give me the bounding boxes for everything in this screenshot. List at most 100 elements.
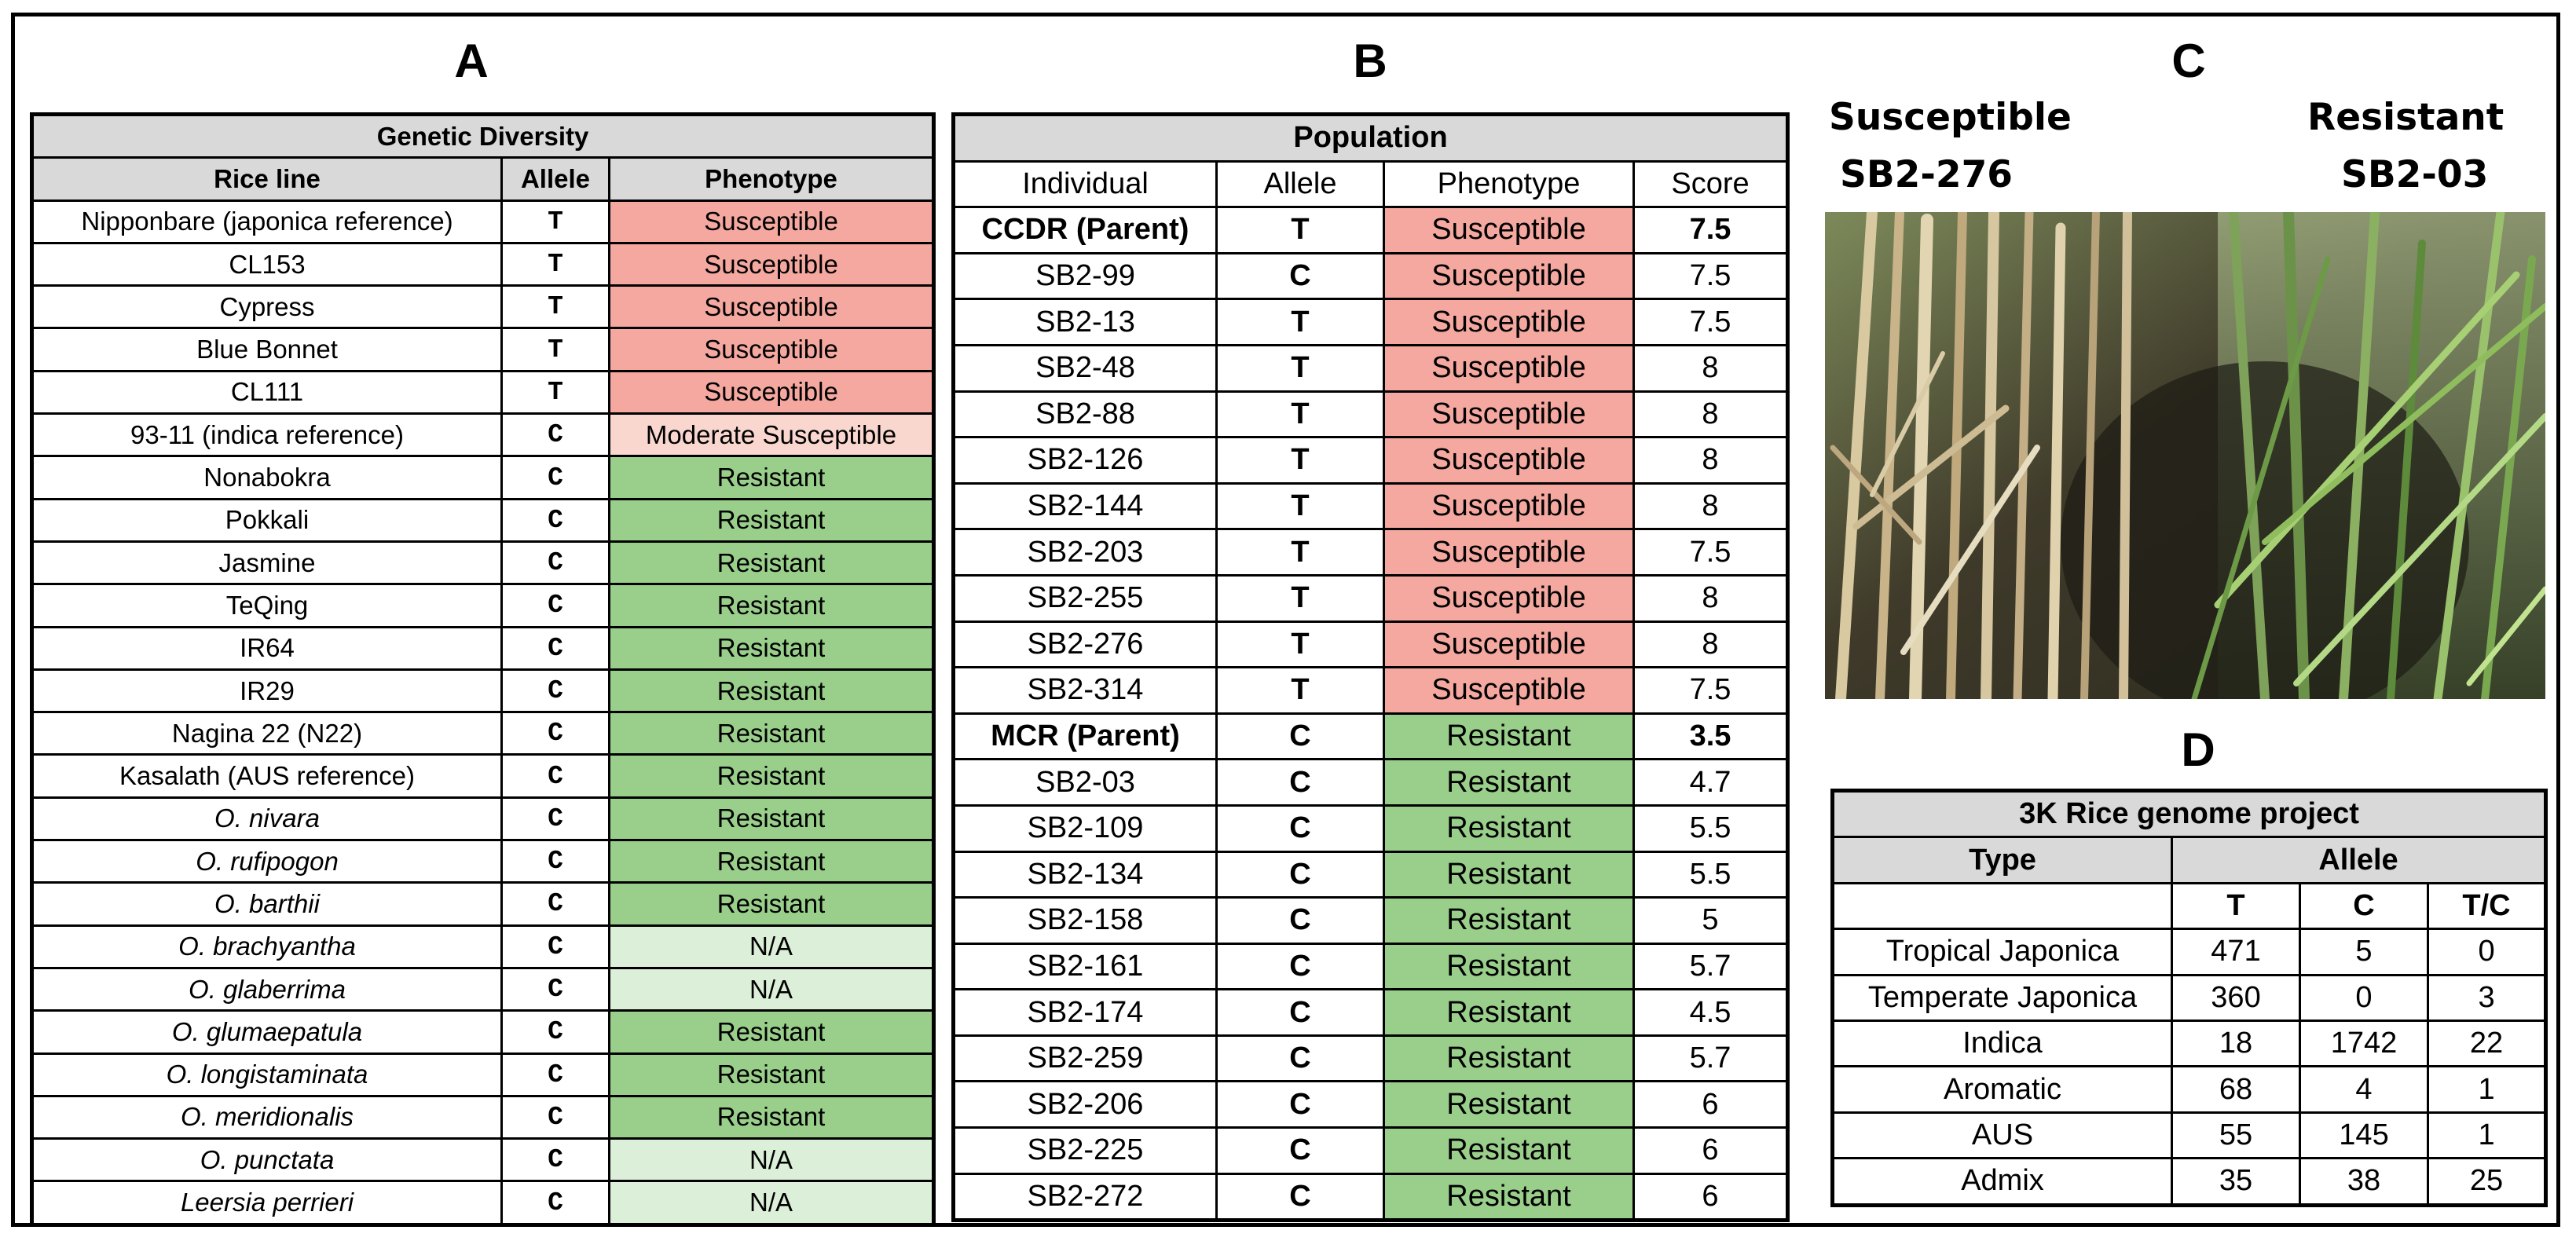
phenotype-cell: Resistant	[607, 455, 936, 500]
allele-cell: C	[500, 839, 610, 884]
rice-line-cell: O. glumaepatula	[31, 1009, 503, 1055]
phenotype-cell: Susceptible	[607, 327, 936, 372]
score-cell: 7.5	[1632, 666, 1789, 715]
rice-line-cell: O. meridionalis	[31, 1094, 503, 1140]
count-c-cell: 38	[2299, 1157, 2429, 1206]
rice-line-cell: O. punctata	[31, 1137, 503, 1183]
individual-cell: SB2-206	[952, 1080, 1218, 1129]
table-b-row: SB2-259 C Resistant 5.7	[952, 1034, 1789, 1083]
rice-line-cell: Pokkali	[31, 497, 503, 543]
table-a-row: IR29 C Resistant	[31, 668, 936, 714]
table-a-row: O. rufipogon C Resistant	[31, 839, 936, 884]
phenotype-cell: Resistant	[1383, 1126, 1635, 1175]
type-cell: Tropical Japonica	[1831, 928, 2173, 976]
table-a-row: Blue Bonnet T Susceptible	[31, 327, 936, 372]
phenotype-cell: Resistant	[1383, 1080, 1635, 1129]
count-tc-cell: 1	[2426, 1065, 2548, 1114]
table-b-row: SB2-314 T Susceptible 7.5	[952, 666, 1789, 715]
resistant-id: SB2-03	[2341, 153, 2489, 196]
individual-cell: SB2-314	[952, 666, 1218, 715]
table-a-row: O. meridionalis C Resistant	[31, 1094, 936, 1140]
table-d-row: Indica 18 1742 22	[1831, 1019, 2548, 1068]
table-a-row: O. longistaminata C Resistant	[31, 1052, 936, 1097]
rice-line-cell: O. brachyantha	[31, 924, 503, 969]
phenotype-cell: Resistant	[607, 1094, 936, 1140]
individual-cell: SB2-259	[952, 1034, 1218, 1083]
count-t-cell: 471	[2171, 928, 2301, 976]
score-cell: 5	[1632, 896, 1789, 945]
score-cell: 7.5	[1632, 206, 1789, 254]
phenotype-cell: Resistant	[607, 796, 936, 842]
count-t-cell: 55	[2171, 1111, 2301, 1160]
table-d-sub-header-tc: T/C	[2426, 881, 2548, 931]
score-cell: 6	[1632, 1126, 1789, 1175]
allele-cell: C	[500, 924, 610, 969]
table-b-row: SB2-276 T Susceptible 8	[952, 620, 1789, 669]
table-b-row: SB2-144 T Susceptible 8	[952, 481, 1789, 531]
genetic-diversity-table: Genetic Diversity Rice line Allele Pheno…	[30, 112, 936, 1227]
table-d-sub-header-c: C	[2299, 881, 2429, 931]
individual-cell: SB2-99	[952, 251, 1218, 301]
rice-line-cell: Leersia perrieri	[31, 1180, 503, 1226]
table-d-row: Admix 35 38 25	[1831, 1157, 2548, 1206]
susceptible-id: SB2-276	[1840, 153, 2013, 196]
rice-line-cell: Kasalath (AUS reference)	[31, 753, 503, 799]
allele-cell: C	[500, 1094, 610, 1140]
table-d-header-type: Type	[1831, 836, 2173, 884]
individual-cell: MCR (Parent)	[952, 712, 1218, 761]
rice-line-cell: 93-11 (indica reference)	[31, 412, 503, 458]
individual-cell: SB2-144	[952, 481, 1218, 531]
allele-cell: C	[500, 412, 610, 458]
rice-line-cell: O. rufipogon	[31, 839, 503, 884]
table-a-row: O. brachyantha C N/A	[31, 924, 936, 969]
phenotype-cell: Susceptible	[1383, 528, 1635, 577]
allele-cell: T	[1215, 436, 1385, 485]
phenotype-cell: Susceptible	[607, 284, 936, 330]
allele-cell: C	[1215, 251, 1385, 301]
allele-cell: T	[500, 241, 610, 287]
individual-cell: CCDR (Parent)	[952, 206, 1218, 254]
table-d-row: Tropical Japonica 471 5 0	[1831, 928, 2548, 976]
count-tc-cell: 1	[2426, 1111, 2548, 1160]
phenotype-cell: Susceptible	[1383, 481, 1635, 531]
table-a-row: CL153 T Susceptible	[31, 241, 936, 287]
phenotype-cell: Resistant	[607, 1009, 936, 1055]
allele-cell: C	[500, 966, 610, 1012]
count-tc-cell: 0	[2426, 928, 2548, 976]
rice-line-cell: CL153	[31, 241, 503, 287]
phenotype-cell: Resistant	[607, 711, 936, 756]
phenotype-cell: Moderate Susceptible	[607, 412, 936, 458]
individual-cell: SB2-13	[952, 298, 1218, 346]
table-a-row: Cypress T Susceptible	[31, 284, 936, 330]
score-cell: 4.7	[1632, 758, 1789, 807]
allele-cell: C	[500, 711, 610, 756]
allele-cell: C	[500, 497, 610, 543]
individual-cell: SB2-48	[952, 343, 1218, 393]
table-b-header-score: Score	[1632, 159, 1789, 209]
table-a-row: CL111 T Susceptible	[31, 369, 936, 415]
type-cell: Admix	[1831, 1157, 2173, 1206]
score-cell: 5.7	[1632, 942, 1789, 991]
score-cell: 3.5	[1632, 712, 1789, 761]
allele-cell: C	[500, 1180, 610, 1226]
allele-cell: C	[500, 1137, 610, 1183]
individual-cell: SB2-272	[952, 1172, 1218, 1222]
phenotype-cell: Resistant	[607, 668, 936, 714]
allele-cell: C	[1215, 804, 1385, 853]
rice-genome-project-table: 3K Rice genome project Type Allele T C T…	[1830, 789, 2549, 1207]
phenotype-cell: Susceptible	[1383, 298, 1635, 346]
rice-line-cell: O. longistaminata	[31, 1052, 503, 1097]
individual-cell: SB2-109	[952, 804, 1218, 853]
table-a-header-rice-line: Rice line	[31, 156, 503, 202]
phenotype-cell: Susceptible	[1383, 666, 1635, 715]
allele-cell: C	[1215, 758, 1385, 807]
phenotype-cell: Resistant	[1383, 850, 1635, 899]
susceptible-label: Susceptible	[1829, 96, 2072, 139]
table-b-row: SB2-272 C Resistant 6	[952, 1172, 1789, 1222]
count-tc-cell: 3	[2426, 973, 2548, 1022]
allele-cell: C	[1215, 1080, 1385, 1129]
allele-cell: C	[500, 540, 610, 586]
phenotype-cell: Susceptible	[1383, 251, 1635, 301]
table-a-row: IR64 C Resistant	[31, 625, 936, 671]
allele-cell: C	[500, 583, 610, 628]
